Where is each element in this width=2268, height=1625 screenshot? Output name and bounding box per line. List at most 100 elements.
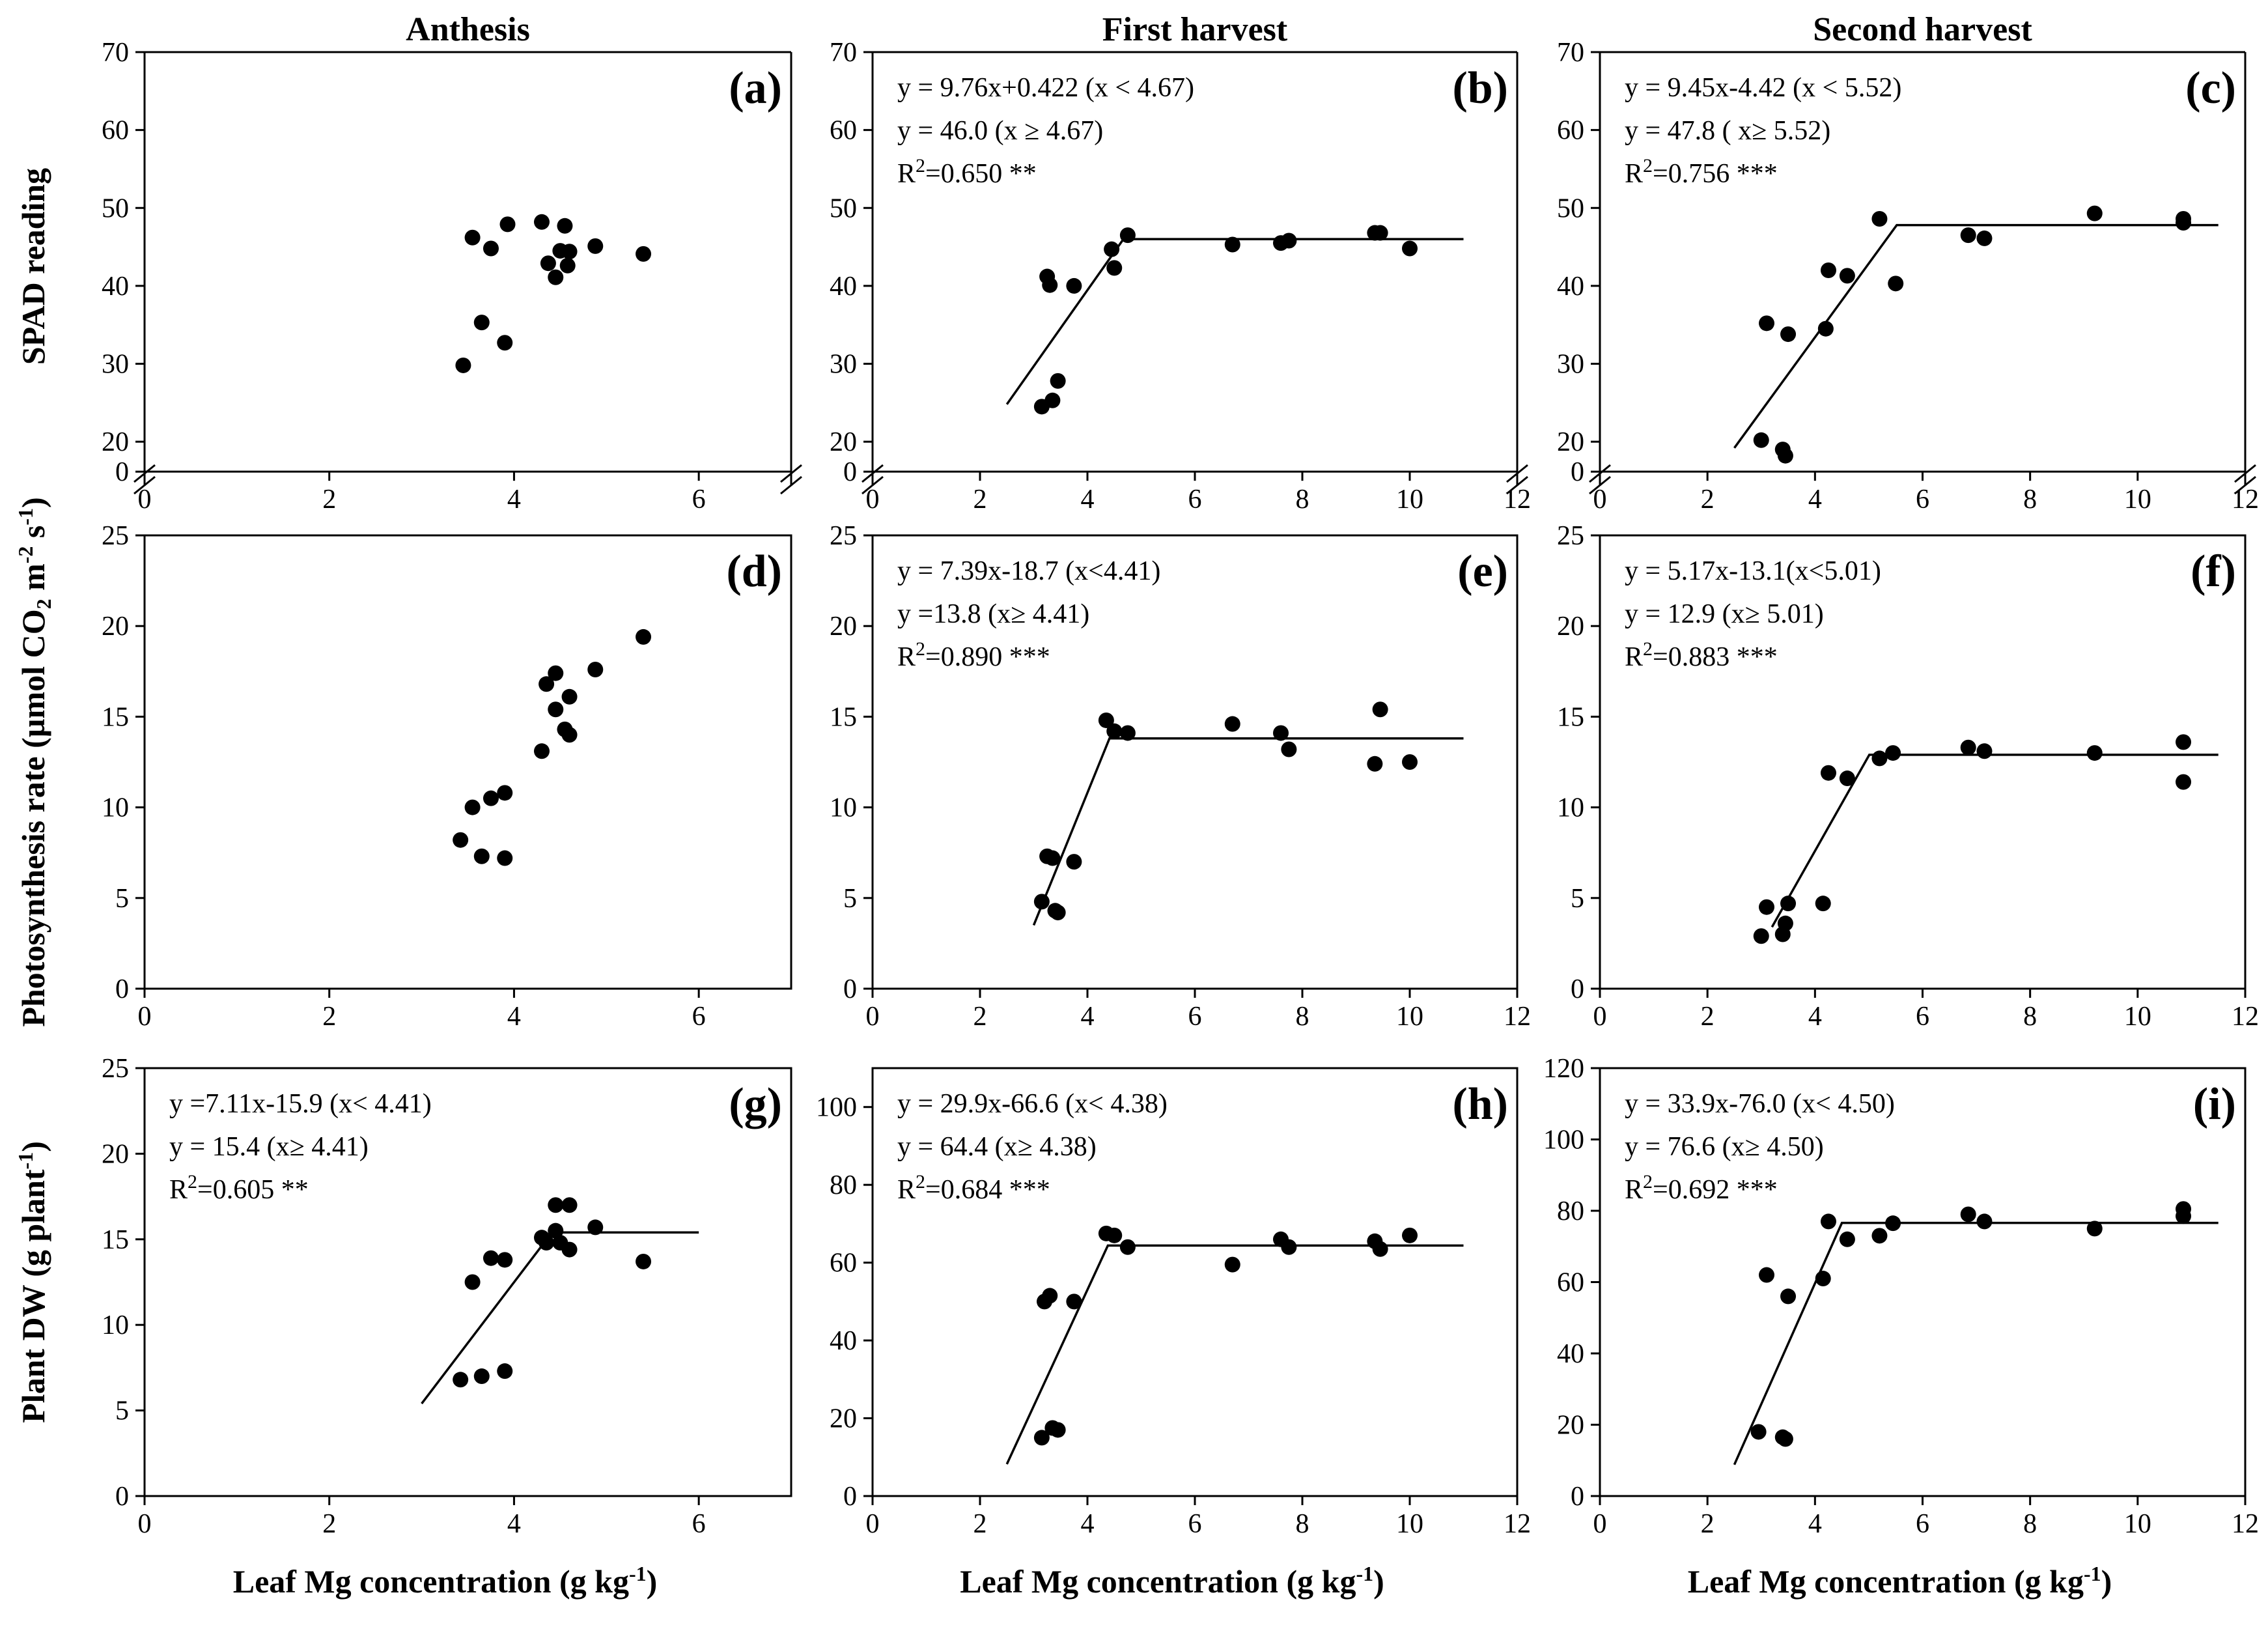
data-point — [1224, 716, 1240, 732]
data-point — [561, 688, 578, 705]
x-tick-label: 6 — [1188, 1509, 1202, 1539]
regression-equation-3: R2=0.756 *** — [1625, 155, 1778, 189]
data-point — [1780, 326, 1797, 343]
y-tick-label: 50 — [830, 193, 857, 223]
regression-equation-3: R2=0.650 ** — [897, 155, 1037, 189]
regression-equation-2: y = 46.0 (x ≥ 4.67) — [897, 116, 1103, 146]
y-tick-label: 15 — [1557, 702, 1584, 732]
y-tick-label: 0 — [843, 1482, 857, 1512]
regression-equation-1: y = 9.76x+0.422 (x < 4.67) — [897, 73, 1194, 103]
panel-label-h: (h) — [1452, 1079, 1508, 1129]
y-tick-label: 25 — [1557, 521, 1584, 551]
regression-equation-3: R2=0.605 ** — [169, 1171, 309, 1205]
data-point — [1780, 896, 1797, 912]
panel-label-d: (d) — [726, 546, 782, 597]
data-point — [473, 848, 490, 864]
y-tick-label: 40 — [1557, 1339, 1584, 1369]
y-tick-label: 60 — [1557, 116, 1584, 146]
y-tick-label: 70 — [830, 38, 857, 68]
y-tick-label: 20 — [102, 427, 129, 457]
data-point — [1960, 1206, 1976, 1222]
data-point — [561, 1197, 578, 1213]
y-tick-label: 10 — [102, 1310, 129, 1340]
y-tick-label: 20 — [102, 1139, 129, 1169]
panel-i: 0 20 40 60 80 100 120 0 2 4 6 8 10 12 (i) y = 33.9x-76.… — [1543, 1054, 2259, 1539]
fit-line-c — [1733, 223, 2219, 449]
data-point — [2176, 734, 2192, 750]
x-tick-label: 4 — [1081, 1509, 1095, 1539]
data-point — [539, 676, 555, 692]
x-tick-label: 6 — [1188, 485, 1202, 515]
axis-break-mark — [861, 475, 884, 495]
y-tick-label: 25 — [102, 521, 129, 551]
regression-equation-1: y = 7.39x-18.7 (x<4.41) — [897, 556, 1160, 586]
x-tick-label: 8 — [2023, 485, 2037, 515]
data-point — [1119, 227, 1136, 244]
regression-equation-1: y = 33.9x-76.0 (x< 4.50) — [1625, 1089, 1895, 1119]
data-point — [561, 727, 578, 743]
data-point — [1759, 1267, 1775, 1283]
data-point — [1402, 754, 1418, 770]
data-point — [1839, 268, 1855, 284]
y-tick-label: 60 — [1557, 1268, 1584, 1298]
data-point — [1817, 320, 1834, 337]
y-tick-label-zero: 0 — [1571, 457, 1584, 487]
regression-equation-3: R2=0.883 *** — [1625, 638, 1778, 672]
y-tick-label: 20 — [1557, 612, 1584, 642]
regression-equation-2: y = 12.9 (x≥ 5.01) — [1625, 599, 1824, 629]
x-tick-label: 10 — [1396, 1002, 1423, 1032]
x-tick-label: 0 — [138, 485, 152, 515]
data-point — [1759, 899, 1775, 915]
y-tick-label: 20 — [830, 427, 857, 457]
data-point — [1815, 1271, 1831, 1287]
data-point — [1044, 850, 1061, 866]
data-point — [636, 1253, 652, 1269]
x-tick-label: 10 — [1396, 1509, 1423, 1539]
y-tick-label: 40 — [102, 272, 129, 302]
data-point — [1050, 1422, 1066, 1438]
data-point — [533, 743, 550, 759]
x-tick-label: 0 — [138, 1509, 152, 1539]
regression-equation-1: y =7.11x-15.9 (x< 4.41) — [169, 1089, 432, 1119]
row-y-labels: SPAD reading Photosynthesis rate (µmol CO… — [14, 168, 55, 1423]
data-point — [455, 357, 471, 373]
x-tick-label: 4 — [507, 485, 521, 515]
x-tick-label: 6 — [692, 1002, 706, 1032]
data-point — [636, 246, 652, 262]
x-tick-label: 2 — [322, 1002, 336, 1032]
panel-label-i: (i) — [2193, 1079, 2236, 1129]
data-point — [1839, 770, 1855, 787]
fit-line-i — [1733, 1221, 2219, 1465]
x-tick-label: 8 — [1296, 1002, 1309, 1032]
x-tick-label: 0 — [866, 1002, 880, 1032]
data-point — [1960, 227, 1976, 244]
y-tick-label: 30 — [1557, 350, 1584, 380]
data-point — [497, 850, 513, 866]
data-point — [1402, 1227, 1418, 1243]
y-tick-label: 25 — [102, 1054, 129, 1084]
fit-line-b — [1005, 238, 1464, 405]
data-point — [561, 244, 578, 260]
data-point — [1372, 701, 1388, 718]
x-tick-label: 2 — [322, 485, 336, 515]
data-point — [1281, 1239, 1297, 1255]
data-point — [1777, 915, 1793, 931]
panel-h: 0 20 40 60 80 100 0 2 4 6 8 10 12 (h) y = 29.9x-66.6 (… — [816, 1067, 1531, 1539]
x-tick-label: 4 — [1081, 1002, 1095, 1032]
data-point — [587, 662, 604, 678]
data-point — [1281, 233, 1297, 249]
regression-equation-1: y = 5.17x-13.1(x<5.01) — [1625, 556, 1881, 586]
data-point — [1871, 750, 1888, 767]
axis-break-mark — [780, 464, 802, 483]
data-point — [1224, 1256, 1240, 1273]
panel-label-f: (f) — [2191, 546, 2236, 597]
x-tick-label: 12 — [1504, 1509, 1531, 1539]
x-tick-label: 10 — [1396, 485, 1423, 515]
data-point — [636, 629, 652, 645]
axis-break-mark — [1506, 475, 1528, 495]
data-point — [497, 1252, 513, 1268]
data-point — [1976, 743, 1993, 759]
data-point — [1224, 236, 1240, 253]
data-point — [1750, 1424, 1767, 1440]
